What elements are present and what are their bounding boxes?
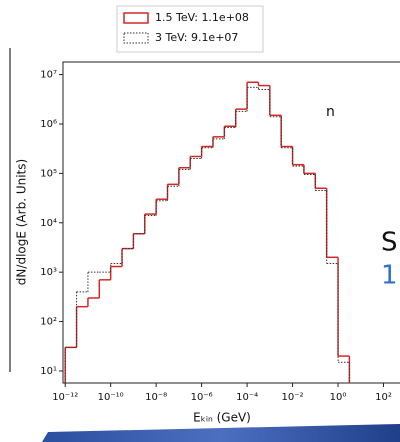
plot-frame (62, 61, 400, 384)
x-tick-label: 10² (375, 392, 392, 403)
slide-strip (42, 424, 400, 442)
x-tick-label: 10⁰ (330, 392, 347, 403)
x-tick-label: 10⁻⁴ (236, 392, 258, 403)
legend-label: 3 TeV: 9.1e+07 (155, 31, 238, 44)
legend-swatch (123, 12, 149, 24)
y-tick-label: 10⁴ (40, 218, 57, 229)
y-tick-label: 10² (40, 317, 57, 328)
x-tick-label: 10⁻⁸ (145, 392, 167, 403)
x-tick-label: 10⁻² (282, 392, 304, 403)
x-tick-label: 10⁻¹⁰ (98, 392, 124, 403)
y-tick-label: 10⁷ (40, 70, 57, 81)
x-axis-label: Eₖᵢₙ (GeV) (193, 411, 251, 425)
y-tick-label: 10⁶ (40, 119, 57, 130)
x-tick-label: 10⁻¹² (52, 392, 78, 403)
annotation: n (326, 104, 335, 120)
x-tick-label: 10⁻⁶ (191, 392, 213, 403)
legend-swatch (123, 32, 149, 44)
y-axis-label: dN/dlogE (Arb. Units) (15, 159, 29, 285)
y-tick-label: 10⁵ (40, 168, 57, 179)
y-tick-label: 10³ (40, 267, 57, 278)
legend-label: 1.5 TeV: 1.1e+08 (155, 11, 249, 24)
slide-letter: S (381, 228, 398, 258)
slide-number: 1 (381, 261, 398, 291)
y-tick-label: 10¹ (40, 366, 57, 377)
